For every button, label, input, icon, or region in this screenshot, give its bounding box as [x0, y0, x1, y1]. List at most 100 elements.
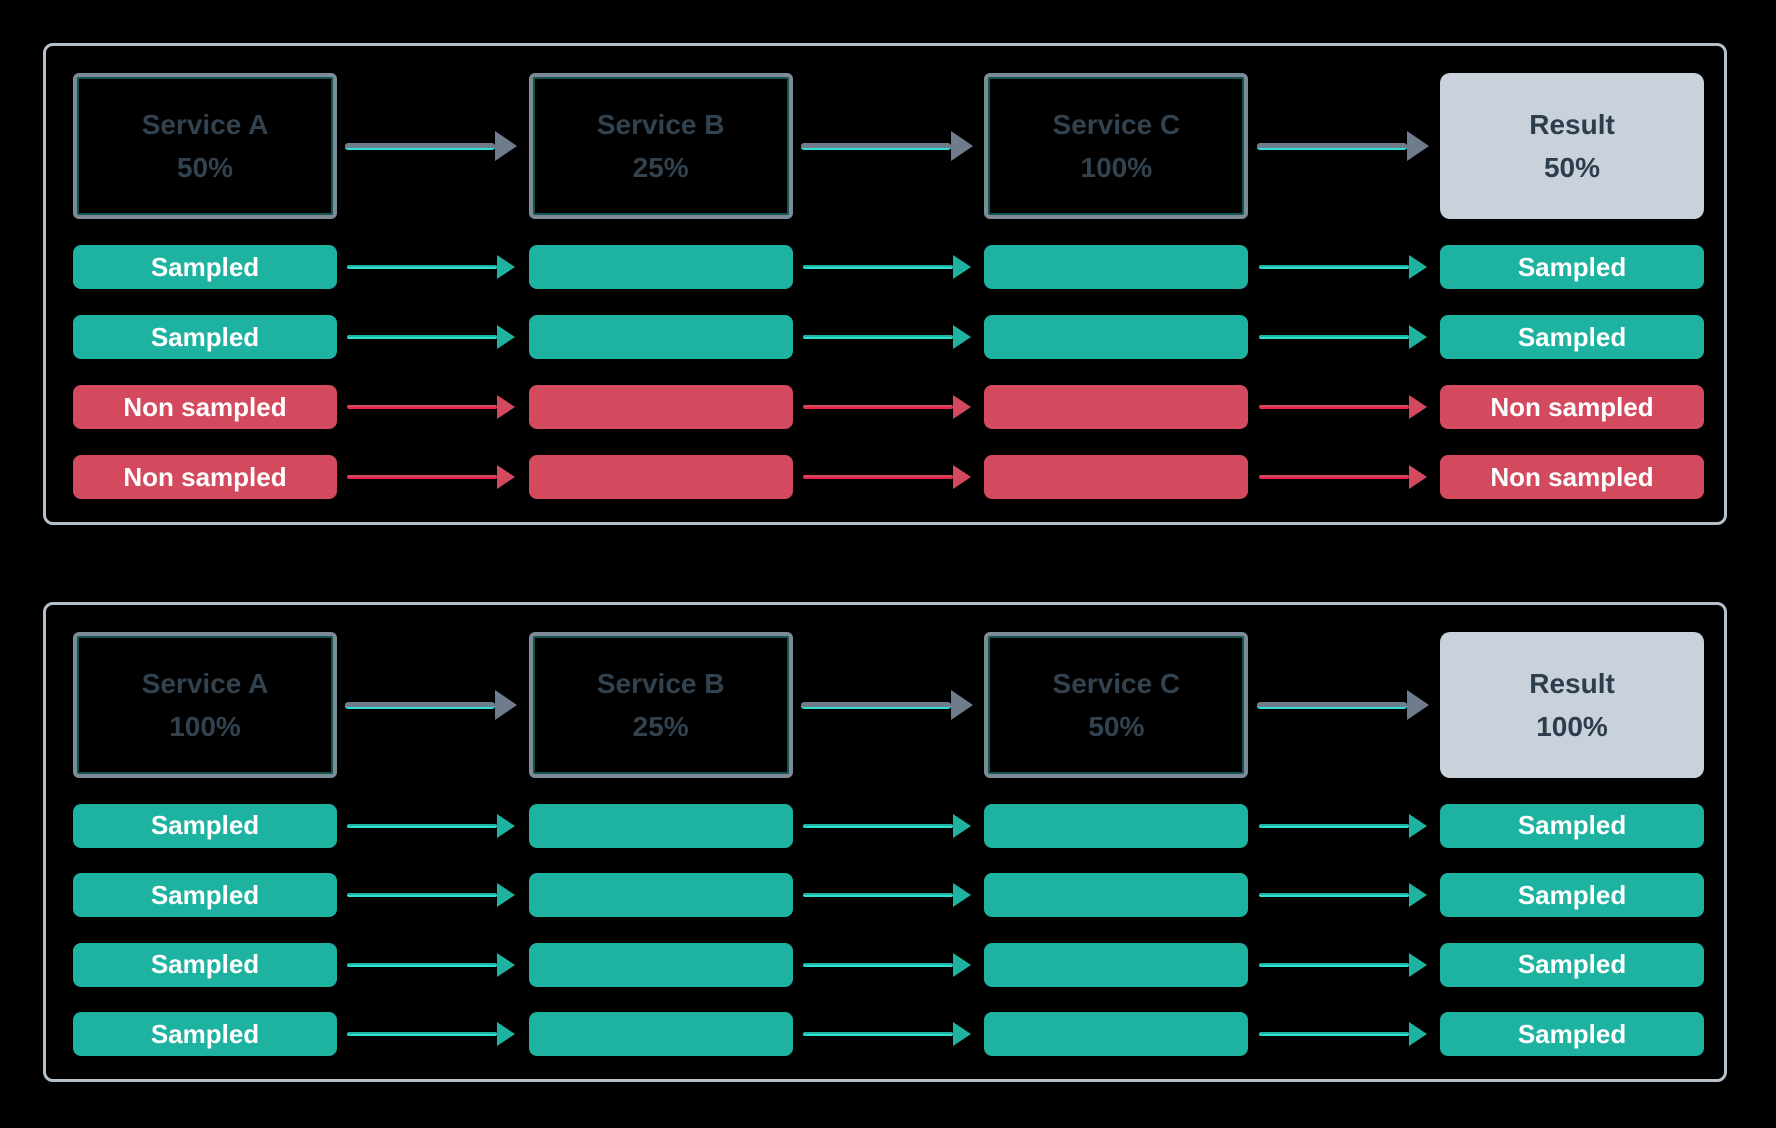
trace-result-bar: Sampled	[1440, 245, 1705, 289]
arrow-right-icon	[1248, 315, 1440, 359]
result-rate: 50%	[1543, 152, 1601, 183]
arrow-shaft	[347, 823, 498, 828]
arrow-shaft	[347, 335, 498, 339]
result-rate: 100%	[1536, 711, 1608, 742]
trace-label: Sampled	[150, 810, 260, 840]
arrow-right-icon	[337, 455, 529, 499]
result-box: Result 100%	[1440, 632, 1705, 778]
arrow-right-icon	[1248, 943, 1440, 987]
trace-result-bar: Sampled	[1440, 1012, 1705, 1056]
arrow-head	[953, 325, 974, 349]
trace-label: Sampled	[1517, 251, 1627, 282]
trace-result-bar: Sampled	[1440, 942, 1705, 987]
arrow-right-icon	[337, 804, 529, 848]
arrow-shaft	[347, 962, 498, 967]
arrow-right-icon	[793, 385, 985, 429]
trace-bar-service-b	[528, 245, 793, 289]
trace-result-bar: Non sampled	[1440, 385, 1705, 429]
arrow-shaft	[803, 962, 953, 967]
arrow-right-icon	[793, 455, 985, 499]
arrow-shaft	[1258, 962, 1409, 967]
service-rate: 50%	[176, 152, 234, 183]
arrow-head	[497, 395, 518, 419]
arrow-right-icon	[793, 632, 985, 778]
service-name: Service A	[141, 667, 269, 699]
arrow-head	[951, 690, 976, 720]
arrow-shaft	[347, 265, 498, 269]
arrow-head	[953, 465, 974, 489]
arrow-shaft	[801, 701, 951, 709]
arrow-shaft	[803, 405, 953, 409]
trace-row: Sampled Sampled	[73, 245, 1705, 289]
service-rate: 25%	[632, 152, 689, 183]
arrow-right-icon	[1248, 73, 1440, 219]
arrow-head	[495, 131, 520, 161]
trace-label: Non sampled	[1490, 461, 1654, 492]
trace-row: Sampled Sampled	[73, 873, 1705, 917]
service-name: Service B	[596, 108, 725, 140]
arrow-shaft	[1256, 142, 1407, 150]
trace-origin-bar: Sampled	[73, 245, 337, 289]
trace-label: Sampled	[1517, 810, 1627, 840]
trace-row: Non sampled Non sampled	[73, 385, 1705, 429]
arrow-right-icon	[793, 943, 985, 987]
trace-bar-service-c	[984, 385, 1249, 429]
trace-row: Sampled Sampled	[73, 315, 1705, 359]
arrow-shaft	[803, 265, 953, 269]
trace-label: Non sampled	[123, 461, 287, 492]
trace-bar-service-b	[528, 315, 793, 359]
arrow-right-icon	[793, 315, 985, 359]
trace-origin-bar: Sampled	[73, 803, 337, 848]
trace-label: Sampled	[1517, 1018, 1627, 1049]
arrow-head	[497, 325, 518, 349]
arrow-head	[1408, 465, 1430, 489]
arrow-head	[497, 1022, 518, 1046]
result-label: Result	[1529, 667, 1615, 699]
arrow-head	[1408, 395, 1430, 419]
arrow-head	[953, 952, 974, 977]
trace-label: Sampled	[150, 1018, 260, 1049]
trace-label: Non sampled	[1490, 391, 1654, 422]
arrow-right-icon	[1248, 873, 1440, 917]
arrow-head	[1406, 690, 1432, 720]
trace-label: Sampled	[1517, 879, 1627, 910]
service-name: Service B	[596, 667, 725, 699]
arrow-shaft	[347, 475, 498, 479]
trace-label: Sampled	[150, 321, 260, 352]
trace-result-bar: Sampled	[1440, 873, 1705, 917]
arrow-shaft	[1258, 475, 1409, 479]
trace-origin-bar: Sampled	[73, 1012, 337, 1056]
trace-origin-bar: Non sampled	[73, 385, 337, 429]
service-rate: 100%	[1080, 152, 1153, 183]
trace-bar-service-c	[984, 873, 1249, 917]
arrow-right-icon	[337, 385, 529, 429]
arrow-shaft	[803, 335, 953, 339]
arrow-shaft	[801, 142, 951, 150]
arrow-head	[1408, 1022, 1430, 1046]
trace-result-bar: Sampled	[1440, 315, 1705, 359]
service-b-box: Service B 25%	[528, 632, 793, 778]
service-a-box: Service A 50%	[73, 73, 337, 219]
trace-bar-service-c	[984, 942, 1249, 987]
trace-row: Sampled Sampled	[73, 1012, 1705, 1056]
arrow-head	[497, 255, 518, 279]
arrow-shaft	[347, 405, 498, 409]
arrow-right-icon	[1248, 245, 1440, 289]
arrow-head	[1408, 883, 1430, 907]
arrow-right-icon	[793, 804, 985, 848]
arrow-shaft	[1258, 823, 1409, 828]
arrow-shaft	[1258, 1032, 1409, 1036]
arrow-head	[1408, 813, 1430, 838]
services-row: Service A 100% Service B 25% Service C 5…	[73, 632, 1705, 778]
trace-label: Sampled	[1517, 949, 1627, 979]
trace-bar-service-b	[528, 1012, 793, 1056]
trace-row: Non sampled Non sampled	[73, 455, 1705, 499]
trace-origin-bar: Non sampled	[73, 455, 337, 499]
arrow-shaft	[803, 475, 953, 479]
arrow-right-icon	[793, 73, 985, 219]
service-c-box: Service C 50%	[984, 632, 1249, 778]
arrow-right-icon	[337, 245, 529, 289]
trace-row: Sampled Sampled	[73, 942, 1705, 987]
arrow-right-icon	[1248, 455, 1440, 499]
arrow-right-icon	[337, 873, 529, 917]
